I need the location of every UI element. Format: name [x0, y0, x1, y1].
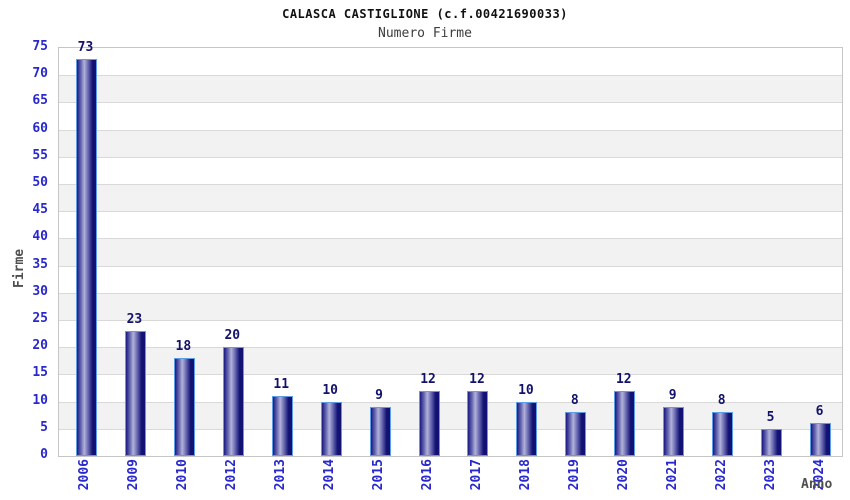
plot-band: [59, 184, 842, 212]
y-tick-label: 25: [32, 311, 48, 326]
y-tick-label: 70: [32, 66, 48, 82]
gridline: [59, 102, 842, 104]
plot-band: [59, 238, 842, 266]
x-tick-label: 2021: [664, 459, 680, 491]
gridline: [59, 211, 842, 213]
y-tick-label: 60: [32, 120, 48, 136]
y-tick-label: 20: [32, 338, 48, 354]
bar-value-label: 9: [375, 388, 383, 404]
x-tick-label: 2023: [762, 459, 778, 491]
bar-value-label: 10: [322, 382, 338, 398]
gridline: [59, 184, 842, 185]
bar-2018: [516, 401, 538, 456]
bar-2023: [761, 428, 783, 456]
bar-2017: [467, 390, 489, 456]
bar-value-label: 10: [518, 382, 534, 398]
plot-band: [59, 211, 842, 239]
bar-2020: [614, 390, 636, 456]
y-tick-label: 5: [40, 419, 48, 435]
plot-band: [59, 156, 842, 184]
plot-band: [59, 265, 842, 293]
bar-2016: [418, 390, 440, 456]
bar-2010: [173, 358, 195, 456]
x-tick-label: 2015: [371, 459, 387, 491]
bar-2022: [712, 412, 734, 456]
plot-band: [59, 320, 842, 348]
chart-title: CALASCA CASTIGLIONE (c.f.00421690033): [282, 7, 568, 21]
y-tick-label: 0: [40, 447, 48, 462]
x-tick-label: 2022: [713, 459, 729, 491]
plot-band: [59, 75, 842, 103]
y-tick-label: 55: [32, 147, 48, 163]
bar-value-label: 20: [224, 328, 241, 344]
bar-2024: [810, 423, 832, 456]
bar-value-label: 73: [77, 39, 94, 55]
gridline: [59, 428, 842, 430]
bar-2013: [271, 396, 293, 456]
x-tick-label: 2019: [566, 459, 582, 491]
x-tick-label: 2010: [175, 459, 191, 491]
x-tick-label: 2017: [468, 459, 484, 491]
bar-value-label: 6: [815, 404, 824, 420]
y-tick-label: 65: [32, 93, 48, 109]
plot-band: [59, 48, 842, 76]
gridline: [59, 401, 842, 403]
bar-value-label: 12: [420, 371, 436, 387]
bar-value-label: 12: [469, 371, 485, 387]
y-tick-label: 30: [32, 283, 48, 299]
x-axis-title: Anno: [801, 477, 833, 492]
plot-band: [59, 292, 842, 320]
gridline: [59, 156, 842, 158]
gridline: [59, 238, 842, 240]
bar-value-label: 8: [570, 393, 579, 409]
x-tick-label: 2020: [615, 459, 631, 491]
x-tick-label: 2006: [77, 459, 93, 491]
gridline: [59, 347, 842, 349]
chart-subtitle: Numero Firme: [378, 26, 472, 41]
bar-2006: [75, 58, 97, 456]
y-tick-label: 35: [32, 256, 48, 272]
gridline: [59, 320, 842, 321]
plot-area: [58, 47, 843, 457]
y-tick-label: 75: [32, 39, 48, 54]
bar-2015: [369, 407, 391, 456]
bar-2009: [124, 330, 146, 456]
bar-value-label: 11: [273, 377, 290, 393]
gridline: [59, 265, 842, 267]
y-tick-label: 50: [32, 175, 48, 190]
bar-2014: [320, 401, 342, 456]
y-tick-label: 15: [32, 365, 48, 381]
x-tick-label: 2014: [322, 459, 338, 491]
gridline: [59, 129, 842, 131]
gridline: [59, 374, 842, 376]
x-tick-label: 2018: [517, 459, 533, 491]
x-tick-label: 2013: [273, 459, 289, 491]
bar-value-label: 5: [766, 409, 775, 425]
x-tick-label: 2016: [420, 459, 436, 491]
y-tick-label: 45: [32, 202, 48, 218]
bar-value-label: 8: [717, 393, 726, 409]
x-tick-label: 2012: [224, 459, 240, 491]
bar-2012: [222, 347, 244, 456]
bar-2021: [663, 407, 685, 456]
plot-band: [59, 129, 842, 157]
bar-value-label: 9: [668, 388, 677, 404]
bar-2019: [565, 412, 587, 456]
y-tick-label: 40: [32, 229, 48, 245]
gridline: [59, 75, 842, 77]
gridline: [59, 292, 842, 294]
y-tick-label: 10: [32, 392, 48, 408]
x-tick-label: 2009: [126, 459, 142, 491]
bar-value-label: 12: [615, 371, 632, 387]
bar-value-label: 18: [175, 339, 192, 355]
bar-value-label: 23: [126, 311, 143, 327]
plot-band: [59, 102, 842, 130]
